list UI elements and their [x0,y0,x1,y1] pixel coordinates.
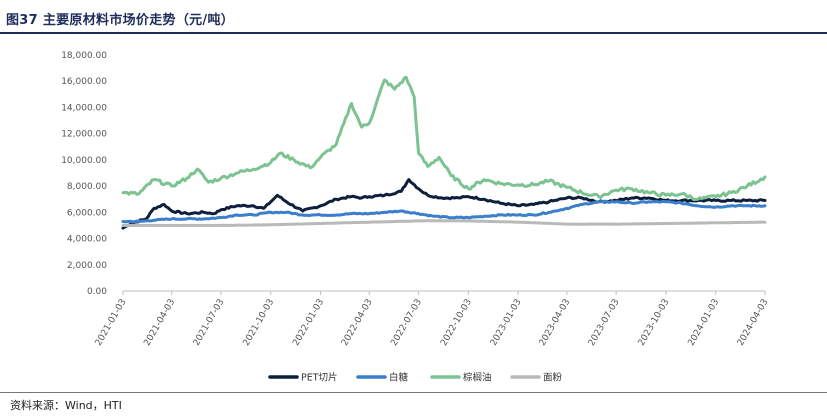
legend-label: PET切片 [301,372,338,384]
y-tick-label: 12,000.00 [61,130,107,140]
x-tick-label: 2024-04-03 [736,298,771,348]
y-tick-label: 18,000.00 [61,51,107,61]
series-line-白糖 [121,199,767,224]
y-tick-label: 0.00 [87,287,107,297]
x-tick-label: 2021-10-03 [242,298,277,348]
legend-label: 棕榈油 [463,372,492,384]
y-tick-label: 6,000.00 [67,208,107,218]
x-tick-label: 2023-07-03 [587,298,622,348]
source-note: 资料来源：Wind，HTI [10,399,122,412]
x-tick-label: 2024-01-03 [687,298,722,348]
figure-title: 图37 主要原材料市场价走势（元/吨） [6,13,235,28]
x-tick-label: 2021-04-03 [142,298,177,348]
y-tick-label: 16,000.00 [61,77,107,87]
line-chart: 0.00 2,000.00 4,000.00 6,000.00 8,000.00 10,0… [61,51,771,384]
x-tick-label: 2021-07-03 [192,298,227,348]
y-tick-label: 10,000.00 [61,156,107,166]
x-tick-label: 2023-01-03 [489,298,524,348]
series-line-棕榈油 [121,75,767,202]
source-rule [0,392,827,393]
x-tick-label: 2022-10-03 [439,298,474,348]
x-tick-label: 2022-01-03 [291,298,326,348]
legend-label: 面粉 [543,372,563,384]
y-tick-label: 14,000.00 [61,103,107,113]
y-tick-label: 2,000.00 [67,261,107,271]
x-axis: 2021-01-03 2021-04-03 2021-07-03 2021-10-03… [94,290,771,348]
legend-label: 白糖 [389,372,409,384]
title-rule [0,32,827,34]
series-line-PET切片 [121,178,767,230]
y-axis: 0.00 2,000.00 4,000.00 6,000.00 8,000.00 10,0… [61,51,107,297]
series-layer [121,75,767,230]
x-tick-label: 2022-04-03 [340,298,375,348]
x-tick-label: 2023-10-03 [637,298,672,348]
y-tick-label: 8,000.00 [67,182,107,192]
x-tick-label: 2023-04-03 [538,298,573,348]
legend: PET切片 白糖 棕榈油 面粉 [268,372,563,384]
x-tick-label: 2021-01-03 [94,298,129,348]
x-tick-label: 2022-07-03 [389,298,424,348]
y-tick-label: 4,000.00 [67,235,107,245]
series-line-面粉 [121,219,767,227]
